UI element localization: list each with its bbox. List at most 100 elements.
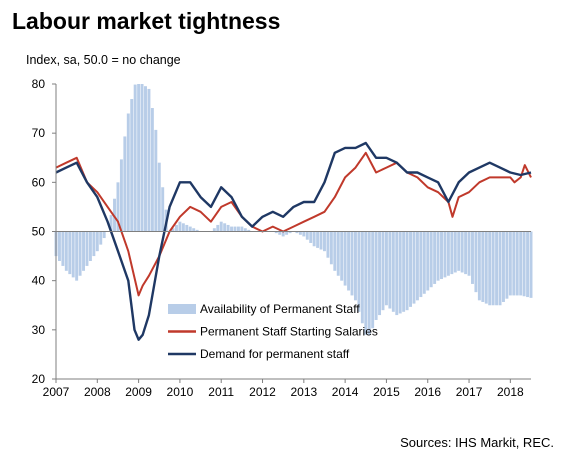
bar	[481, 231, 485, 302]
bar	[192, 228, 196, 232]
x-tick-label: 2007	[43, 385, 70, 399]
bar	[336, 231, 340, 276]
bar	[398, 231, 402, 314]
legend-label: Permanent Staff Starting Salaries	[200, 325, 378, 339]
bar	[126, 113, 130, 232]
bar	[409, 231, 412, 307]
bar	[109, 215, 113, 232]
bar	[102, 231, 106, 239]
bar	[99, 231, 103, 245]
bar	[526, 231, 530, 298]
bar	[460, 231, 464, 273]
bar	[467, 231, 471, 276]
bar	[484, 231, 488, 304]
y-tick-label: 20	[32, 372, 46, 386]
bar	[144, 86, 147, 232]
bar	[367, 231, 371, 335]
bar	[457, 231, 461, 271]
bar	[505, 231, 509, 299]
bar	[477, 231, 481, 301]
bar	[64, 231, 68, 271]
source-note: Sources: IHS Markit, REC.	[400, 435, 554, 450]
bar	[116, 182, 120, 232]
y-tick-label: 70	[32, 126, 46, 140]
bar	[233, 226, 237, 232]
bar	[343, 231, 347, 286]
bar	[450, 231, 454, 275]
bar	[123, 136, 127, 232]
bar	[436, 231, 440, 281]
legend-label: Demand for permanent staff	[200, 347, 350, 361]
bar	[316, 231, 320, 248]
bar	[440, 231, 443, 280]
x-tick-label: 2009	[125, 385, 152, 399]
bar	[412, 231, 416, 304]
bar	[395, 231, 399, 316]
bar	[360, 231, 364, 324]
bar	[157, 162, 161, 232]
x-tick-label: 2017	[456, 385, 483, 399]
x-tick-label: 2014	[332, 385, 359, 399]
bars-layer	[54, 84, 533, 335]
bar	[278, 231, 282, 235]
lines-layer	[55, 141, 532, 341]
legend-swatch	[168, 304, 196, 314]
bar	[78, 231, 82, 276]
x-tick-label: 2011	[208, 385, 234, 399]
bar	[391, 231, 395, 312]
bar	[491, 231, 495, 306]
x-tick-label: 2012	[249, 385, 276, 399]
bar	[181, 223, 185, 232]
bar	[247, 229, 251, 232]
bar	[384, 231, 388, 306]
bar	[508, 231, 512, 296]
bar	[495, 231, 499, 306]
bar	[68, 231, 72, 275]
bar	[298, 231, 302, 235]
bar	[474, 231, 478, 293]
bar	[285, 231, 289, 235]
bar	[88, 231, 92, 261]
bar	[137, 84, 141, 232]
bar	[446, 231, 450, 276]
bar	[236, 226, 240, 232]
bar	[357, 231, 361, 312]
bar	[92, 231, 96, 257]
bar	[309, 231, 313, 243]
bar	[402, 231, 406, 312]
bar	[512, 231, 516, 296]
bar	[429, 231, 433, 288]
bar	[374, 231, 378, 320]
bar	[329, 231, 333, 265]
bar	[519, 231, 523, 296]
bar	[75, 231, 79, 281]
bar	[147, 88, 151, 232]
bar	[226, 224, 230, 232]
bar	[295, 231, 299, 234]
y-tick-label: 50	[32, 225, 46, 239]
y-tick-label: 80	[32, 77, 46, 91]
bar	[522, 231, 526, 297]
legend: Availability of Permanent Staff Permanent…	[168, 302, 378, 361]
bar	[140, 84, 144, 232]
bar	[364, 231, 368, 335]
bar	[161, 187, 165, 232]
bar	[471, 231, 474, 284]
bar	[212, 228, 216, 232]
bar	[323, 231, 326, 252]
bar	[347, 231, 351, 291]
bar	[281, 231, 285, 237]
bar	[188, 226, 192, 232]
bar	[415, 231, 419, 301]
bar	[453, 231, 457, 273]
bar	[498, 231, 502, 306]
bar	[426, 231, 430, 291]
x-tick-label: 2015	[373, 385, 400, 399]
chart-subtitle: Index, sa, 50.0 = no change	[26, 53, 181, 67]
bar	[154, 129, 158, 232]
bar	[95, 231, 99, 252]
series-line-1	[55, 151, 532, 297]
axes-layer: 20 30 40 50 60 70 80 2007 2008 2009 2010 2011 2012 20…	[32, 77, 531, 399]
bar	[305, 231, 309, 240]
